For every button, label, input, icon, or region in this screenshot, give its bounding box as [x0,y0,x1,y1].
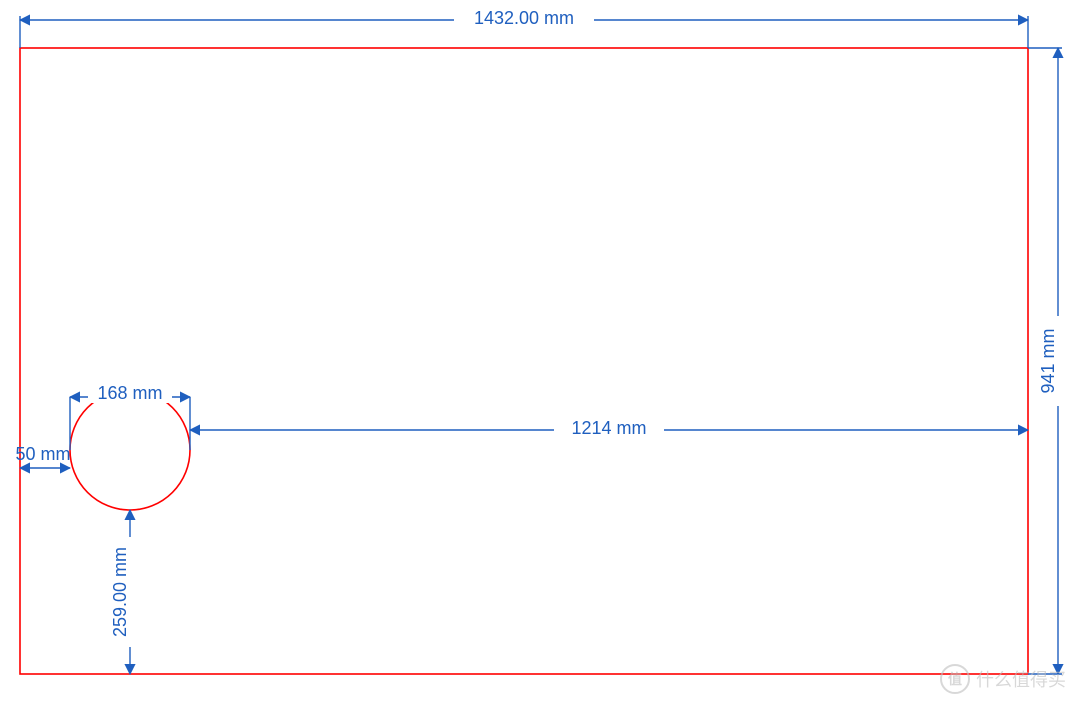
technical-drawing: 1432.00 mm 941 mm 1214 mm 168 mm 50 mm 259.00… [0,0,1080,704]
dim-left-gap: 50 mm [15,444,70,464]
outline-circle [70,390,190,510]
dim-right-height: 941 mm [1038,328,1058,393]
dim-circle-diameter: 168 mm [97,383,162,403]
dimension-lines: 1432.00 mm 941 mm 1214 mm 168 mm 50 mm 259.00… [15,6,1070,674]
watermark-text: 什么值得买 [976,666,1066,692]
dim-circle-to-bottom: 259.00 mm [110,547,130,637]
extension-lines [20,16,1062,674]
outline-rectangle [20,48,1028,674]
watermark: 值 什么值得买 [940,664,1066,694]
dim-inner-width: 1214 mm [571,418,646,438]
watermark-badge: 值 [940,664,970,694]
dim-top-width: 1432.00 mm [474,8,574,28]
